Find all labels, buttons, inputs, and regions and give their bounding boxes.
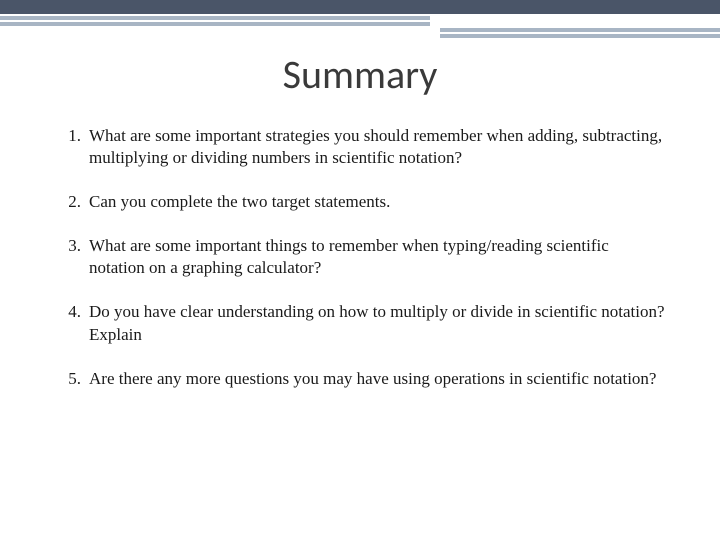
item-number: 3.: [65, 235, 89, 279]
content-list: 1. What are some important strategies yo…: [65, 125, 665, 412]
border-light-bar-3: [440, 28, 720, 32]
border-light-bar-2: [0, 22, 430, 26]
item-text: What are some important things to rememb…: [89, 235, 665, 279]
item-number: 5.: [65, 368, 89, 390]
item-text: Are there any more questions you may hav…: [89, 368, 665, 390]
border-light-bar-1: [0, 16, 430, 20]
item-number: 4.: [65, 301, 89, 345]
list-item: 4. Do you have clear understanding on ho…: [65, 301, 665, 345]
list-item: 2. Can you complete the two target state…: [65, 191, 665, 213]
list-item: 5. Are there any more questions you may …: [65, 368, 665, 390]
list-item: 1. What are some important strategies yo…: [65, 125, 665, 169]
border-dark-bar: [0, 0, 720, 14]
item-number: 2.: [65, 191, 89, 213]
item-text: Can you complete the two target statemen…: [89, 191, 665, 213]
item-text: What are some important strategies you s…: [89, 125, 665, 169]
slide-title: Summary: [0, 50, 720, 99]
item-text: Do you have clear understanding on how t…: [89, 301, 665, 345]
item-number: 1.: [65, 125, 89, 169]
list-item: 3. What are some important things to rem…: [65, 235, 665, 279]
decorative-top-border: [0, 0, 720, 30]
border-light-bar-4: [440, 34, 720, 38]
